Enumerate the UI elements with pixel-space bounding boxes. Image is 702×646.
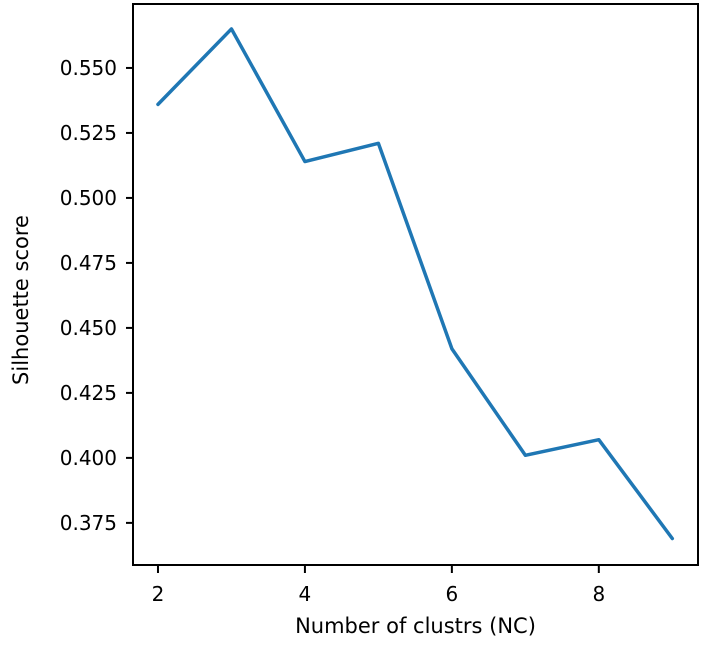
y-tick-label: 0.400 — [60, 446, 117, 470]
x-tick-label: 8 — [592, 582, 605, 606]
x-tick-label: 2 — [152, 582, 165, 606]
axes-spines — [132, 3, 699, 566]
x-tick-label: 6 — [446, 582, 459, 606]
y-tick-label: 0.450 — [60, 316, 117, 340]
line-series — [156, 27, 675, 541]
y-tick-label: 0.500 — [60, 186, 117, 210]
y-tick-label: 0.425 — [60, 381, 117, 405]
y-tick-label: 0.475 — [60, 251, 117, 275]
y-tick-label: 0.550 — [60, 56, 117, 80]
x-axis-label: Number of clustrs (NC) — [295, 614, 536, 638]
y-axis-label: Silhouette score — [9, 215, 33, 385]
y-tick-label: 0.525 — [60, 121, 117, 145]
x-tick-label: 4 — [299, 582, 312, 606]
y-tick-label: 0.375 — [60, 511, 117, 535]
